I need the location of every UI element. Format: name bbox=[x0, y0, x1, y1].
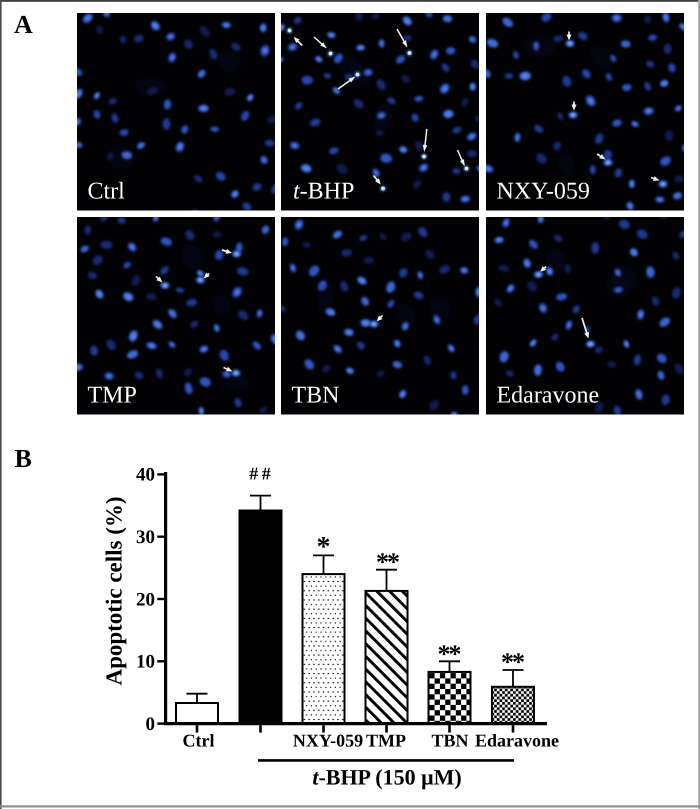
svg-text:TBN: TBN bbox=[292, 383, 340, 409]
svg-text:A: A bbox=[14, 10, 33, 39]
svg-text:0: 0 bbox=[146, 714, 156, 735]
svg-text:TBN: TBN bbox=[431, 731, 468, 751]
svg-text:Ctrl: Ctrl bbox=[183, 731, 215, 751]
svg-text:**: ** bbox=[501, 648, 524, 677]
svg-text:Edaravone: Edaravone bbox=[475, 731, 559, 751]
svg-text:Edaravone: Edaravone bbox=[497, 383, 600, 409]
svg-text:**: ** bbox=[376, 548, 399, 577]
svg-text:10: 10 bbox=[136, 652, 155, 673]
svg-text:Ctrl: Ctrl bbox=[88, 179, 126, 205]
svg-text:B: B bbox=[15, 444, 32, 473]
svg-text:20: 20 bbox=[136, 589, 155, 610]
svg-text:**: ** bbox=[438, 640, 461, 669]
svg-text:TMP: TMP bbox=[366, 731, 406, 751]
svg-text:t-BHP: t-BHP bbox=[293, 179, 354, 205]
svg-text:Apoptotic cells (%): Apoptotic cells (%) bbox=[102, 496, 127, 685]
svg-text:t-BHP (150 μM): t-BHP (150 μM) bbox=[312, 765, 461, 790]
svg-text:# #: # # bbox=[249, 464, 271, 484]
svg-text:TMP: TMP bbox=[88, 383, 137, 409]
svg-text:30: 30 bbox=[136, 527, 155, 548]
svg-text:NXY-059: NXY-059 bbox=[293, 731, 363, 751]
svg-text:NXY-059: NXY-059 bbox=[497, 179, 590, 205]
svg-text:40: 40 bbox=[136, 465, 155, 486]
svg-text:*: * bbox=[317, 532, 331, 563]
